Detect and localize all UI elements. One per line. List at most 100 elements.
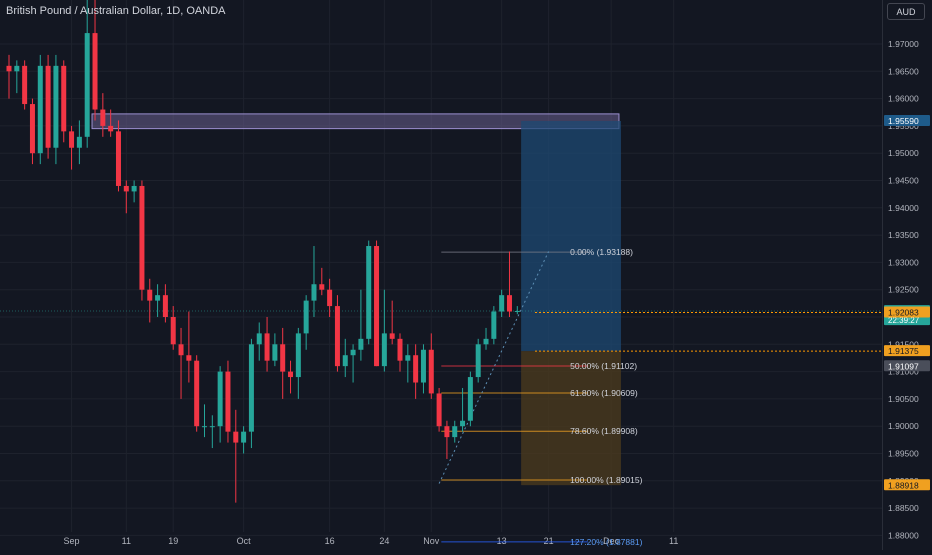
candle-body [61, 65, 67, 132]
candle-body [6, 65, 12, 72]
price-tick-label: 1.90000 [888, 421, 919, 431]
price-tick-label: 1.91000 [888, 367, 919, 377]
candle-body [131, 185, 137, 192]
candle-body [108, 125, 114, 132]
price-tick-label: 1.88500 [888, 503, 919, 513]
price-tick-label: 1.93500 [888, 230, 919, 240]
candle-body [413, 355, 419, 383]
candlestick-chart[interactable]: Sep 11 19 Oct 16 24 Nov 13 21 Dec 11 0.00% (1.93188… [0, 0, 882, 550]
candle-body [460, 420, 466, 427]
candle-body [327, 289, 333, 307]
fib-level-label: 61.80% (1.90609) [570, 388, 638, 398]
price-label-text: 1.88918 [888, 480, 919, 490]
candle-body [342, 355, 348, 367]
candle-body [452, 426, 458, 438]
candle [444, 420, 450, 459]
candle [264, 317, 270, 372]
date-tick-label: Oct [237, 536, 252, 546]
date-tick-label: Sep [64, 536, 80, 546]
candle-body [84, 33, 90, 137]
candle [303, 295, 309, 350]
price-label-text: 1.91375 [888, 346, 919, 356]
candle-body [381, 333, 387, 367]
price-tick-label: 1.95000 [888, 148, 919, 158]
candle [381, 289, 387, 372]
candle [241, 426, 247, 454]
candle-body [397, 338, 403, 361]
candle [514, 306, 520, 315]
candle [29, 98, 35, 165]
price-tick-label: 1.93000 [888, 257, 919, 267]
candle-body [295, 333, 301, 378]
date-tick-label: 16 [325, 536, 335, 546]
candle-body [76, 136, 82, 148]
candle-body [14, 65, 20, 72]
price-label-badge [884, 479, 930, 491]
candle-body [22, 65, 28, 105]
currency-button[interactable]: AUD [887, 3, 925, 20]
candle [6, 54, 12, 99]
candle-body [483, 338, 489, 345]
price-tick-label: 1.88000 [888, 530, 919, 540]
candle [84, 0, 90, 148]
candle [256, 322, 262, 361]
candle-body [405, 355, 411, 361]
candle [288, 360, 294, 394]
date-tick-label: 11 [122, 536, 131, 546]
candle [170, 306, 176, 350]
symbol-title: British Pound / Australian Dollar, 1D, O… [6, 5, 226, 17]
candle-body [311, 284, 317, 301]
candle [475, 338, 481, 383]
price-label-badge [884, 114, 930, 126]
candle [178, 327, 184, 399]
candle [499, 289, 505, 317]
price-label-text: 1.95590 [888, 116, 919, 126]
candle [506, 251, 512, 317]
candle-body [217, 371, 223, 427]
candle [225, 360, 231, 443]
candle [491, 306, 497, 345]
candle-body [139, 185, 145, 290]
price-tick-label: 1.94000 [888, 203, 919, 213]
price-axis: 1.970001.965001.960001.955001.950001.945… [884, 39, 930, 540]
candle [155, 284, 161, 317]
candle-body [420, 349, 426, 383]
price-tick-label: 1.91500 [888, 339, 919, 349]
target-zone [521, 120, 621, 352]
candle [45, 54, 51, 159]
candle-body [264, 333, 270, 361]
candle [483, 327, 489, 350]
price-label-badge [884, 360, 930, 372]
date-tick-label: Nov [423, 536, 440, 546]
candle-body [506, 295, 512, 312]
price-tick-label: 1.97000 [888, 39, 919, 49]
candle [374, 240, 380, 367]
candle-body [475, 344, 481, 378]
candle [186, 311, 192, 383]
candle [202, 404, 207, 438]
candle [233, 409, 239, 503]
candle [100, 93, 106, 137]
candle-body [53, 65, 59, 148]
candle-body [350, 349, 356, 356]
date-tick-label: Dec [603, 536, 620, 546]
chart-area[interactable]: Sep 11 19 Oct 16 24 Nov 13 21 Dec 11 0.00% (1.93188… [0, 0, 882, 550]
candle [194, 355, 200, 432]
price-scale[interactable]: 1.970001.965001.960001.955001.950001.945… [882, 0, 932, 550]
candle-body [100, 109, 106, 126]
fib-level-label: 127.20% (1.87881) [570, 537, 642, 547]
candle-body [123, 185, 129, 192]
candle-body [491, 311, 497, 339]
candle [280, 327, 286, 399]
candle [436, 387, 442, 432]
date-tick-label: 24 [379, 536, 389, 546]
candle-body [256, 333, 262, 345]
candle [342, 338, 348, 378]
candle-body [209, 426, 215, 428]
candle-body [37, 65, 43, 154]
fib-level-label: 50.00% (1.91102) [570, 361, 637, 371]
candle-body [69, 131, 75, 148]
candle-body [514, 310, 520, 312]
candle-body [272, 344, 278, 361]
candle-body [170, 317, 176, 345]
